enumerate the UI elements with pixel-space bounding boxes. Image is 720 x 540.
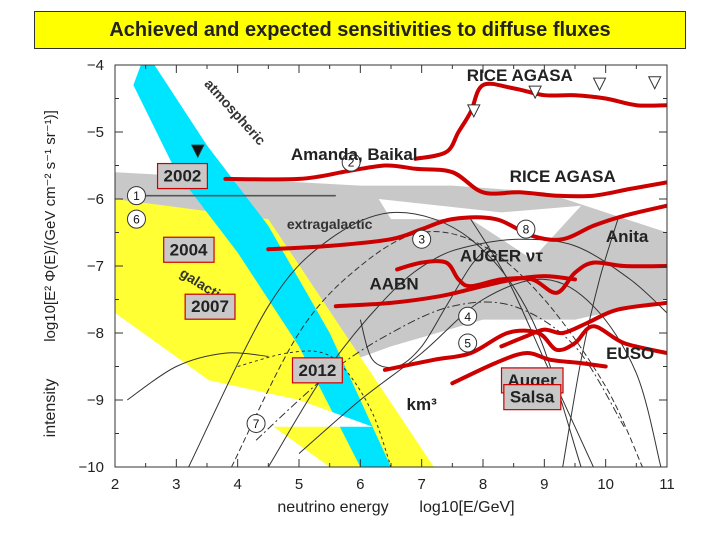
curve-label-km: km³ [407,395,438,414]
band-label-atmospheric: atmospheric [201,76,269,149]
theory-curve [231,231,643,467]
marker-circle [412,229,432,249]
x-axis-unit-label: log10[E/GeV] [419,499,514,516]
limit-arrow [528,85,542,100]
box-label-2012: 2012 [298,361,336,380]
chart-title: Achieved and expected sensitivities to d… [34,11,686,49]
curve-label-euso: EUSO [606,344,654,363]
band-label-extragalactic: extragalactic [287,216,373,232]
y-tick-label: −6 [87,191,104,208]
x-tick-label: 8 [479,476,487,493]
theory-curve [359,245,490,368]
y-tick-label: −5 [87,124,104,141]
x-tick-label: 6 [356,476,364,493]
marker-number: 6 [133,213,140,227]
marker-circle [458,333,478,353]
sensitivity-curve-rice-agasa [413,81,667,161]
marker-circle [126,209,146,229]
marker-circle [126,186,146,206]
x-tick-label: 10 [597,476,614,493]
sensitivity-curve-2002 [223,170,344,182]
sensitivity-curve-2004-auger [266,203,667,252]
marker-number: 7 [253,417,260,431]
marker-number: 2 [348,156,355,170]
limit-arrow [466,104,481,119]
theory-curve [127,352,269,401]
box-label-2004: 2004 [170,240,208,259]
limit-arrow [592,77,607,92]
y-axis-label: intensity [42,379,59,438]
limit-arrow [190,144,205,159]
curve-label-auger: AUGER ντ [460,246,544,265]
box-label-bg [291,357,343,384]
box-label-bg [156,162,208,190]
x-tick-label: 2 [111,476,119,493]
band-gap [378,199,582,260]
curve-label-rice-agasa: RICE AGASA [510,167,616,186]
x-tick-label: 11 [659,476,675,493]
sensitivity-curve-amanda-baikal-rice-agasa [339,163,667,199]
theory-curve [188,211,582,467]
box-label-salsa: Salsa [510,388,555,407]
limit-arrow [647,76,662,90]
sensitivity-curves-layer [223,81,667,386]
axes-layer: 2 3 4 5 6 7 8 9 10 11 −4 −5 −6 −7 −8 −9 −10 neutrino ener… [42,57,675,516]
sensitivity-curve-auger [499,300,667,349]
box-label-2007: 2007 [191,297,229,316]
curve-label-aabn: AABN [370,274,419,293]
box-label-2002: 2002 [164,167,202,186]
marker-number: 5 [464,337,471,351]
band-gap [115,366,373,427]
y-tick-label: −8 [87,325,104,342]
sensitivity-curve-2012-km3 [382,324,667,372]
curve-label-rice-agasa: RICE AGASA [467,66,573,85]
marker-number: 3 [418,233,425,247]
x-tick-label: 4 [233,476,241,493]
sensitivity-curve-2007 [333,274,577,309]
x-tick-label: 3 [172,476,180,493]
box-label-bg [163,236,215,263]
x-tick-label: 9 [540,476,548,493]
marker-circle [246,413,266,433]
y-tick-label: −9 [87,392,104,409]
sensitivity-curve-salsa-euso [450,351,608,386]
x-tick-label: 7 [417,476,425,493]
marker-number: 4 [464,310,471,324]
marker-circle [341,152,361,172]
y-tick-label: −4 [87,57,104,74]
curve-label-anita: Anita [606,227,649,246]
box-label-bg [503,384,562,411]
x-axis-label: neutrino energy [277,499,388,516]
marker-circle [516,219,536,239]
marker-circle [458,306,478,326]
theory-curve [298,278,662,467]
marker-number: 8 [523,223,530,237]
curve-label-amanda-baikal: Amanda, Baikal [291,145,418,164]
y-tick-label: −10 [79,459,104,476]
y-tick-label: −7 [87,258,104,275]
box-label-bg [184,293,236,320]
y-axis-unit-label: log10[E² Φ(E)/(GeV cm⁻² s⁻¹ sr⁻¹)] [42,110,59,342]
x-tick-label: 5 [295,476,303,493]
marker-number: 1 [133,189,140,203]
